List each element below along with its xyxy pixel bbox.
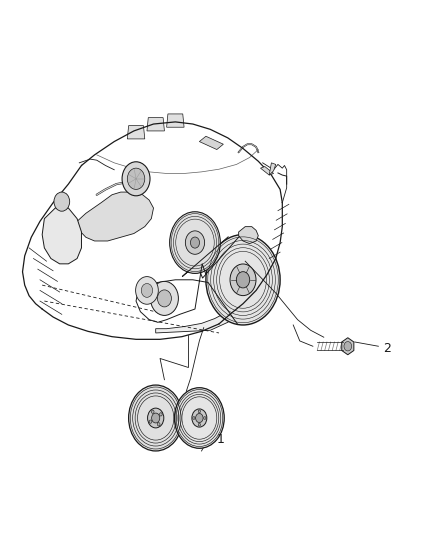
Circle shape xyxy=(344,342,352,351)
Circle shape xyxy=(230,264,256,296)
Polygon shape xyxy=(261,166,274,175)
Circle shape xyxy=(198,410,201,413)
Polygon shape xyxy=(166,114,184,127)
Circle shape xyxy=(129,385,183,451)
Circle shape xyxy=(174,387,224,448)
Polygon shape xyxy=(127,126,145,139)
Circle shape xyxy=(157,423,160,426)
Polygon shape xyxy=(269,163,276,175)
Circle shape xyxy=(136,277,158,304)
Circle shape xyxy=(157,290,171,307)
Circle shape xyxy=(192,409,207,427)
Polygon shape xyxy=(77,192,153,241)
Polygon shape xyxy=(239,227,258,244)
Polygon shape xyxy=(155,306,239,333)
Circle shape xyxy=(196,414,203,423)
Circle shape xyxy=(127,168,145,189)
Circle shape xyxy=(122,162,150,196)
Circle shape xyxy=(170,212,220,273)
Polygon shape xyxy=(342,338,354,355)
Text: 2: 2 xyxy=(383,342,391,356)
Text: 1: 1 xyxy=(217,433,225,446)
Polygon shape xyxy=(199,136,223,150)
Circle shape xyxy=(191,237,200,248)
Circle shape xyxy=(150,281,178,316)
Circle shape xyxy=(204,417,206,419)
Circle shape xyxy=(198,423,201,426)
Circle shape xyxy=(206,235,280,325)
Circle shape xyxy=(237,272,250,288)
Circle shape xyxy=(149,420,152,423)
Circle shape xyxy=(159,413,162,416)
Circle shape xyxy=(152,410,154,414)
Polygon shape xyxy=(42,208,81,264)
Circle shape xyxy=(148,408,164,428)
Circle shape xyxy=(54,192,70,211)
Polygon shape xyxy=(147,118,164,131)
Circle shape xyxy=(141,284,152,297)
Circle shape xyxy=(152,413,160,423)
Circle shape xyxy=(193,417,195,419)
Circle shape xyxy=(185,231,205,254)
